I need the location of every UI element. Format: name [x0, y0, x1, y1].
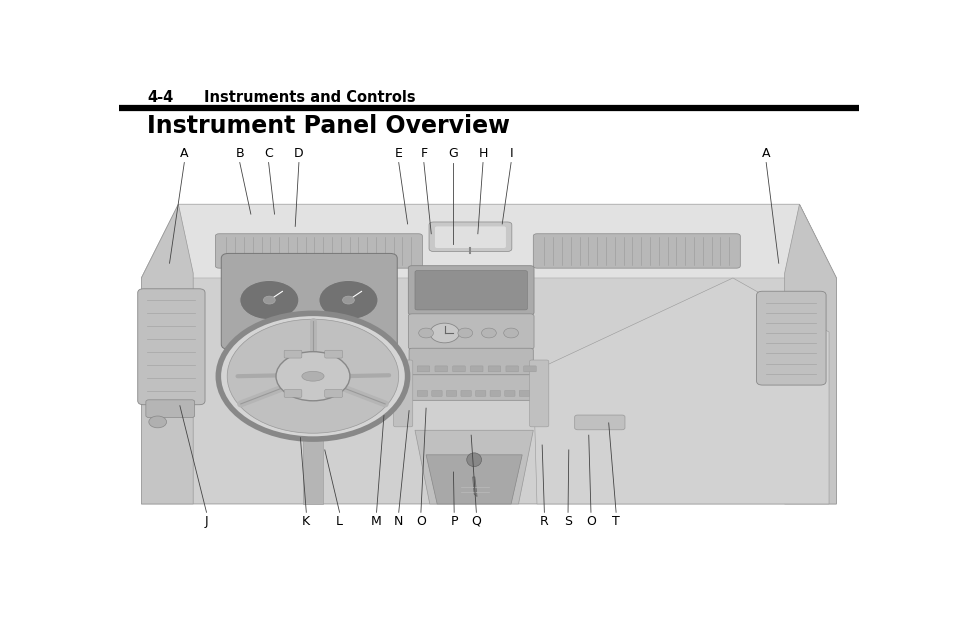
Text: R: R — [539, 515, 548, 528]
Text: J: J — [205, 515, 208, 528]
Text: N: N — [394, 515, 403, 528]
Circle shape — [239, 281, 298, 320]
FancyBboxPatch shape — [523, 366, 536, 372]
Text: L: L — [335, 515, 343, 528]
Text: H: H — [477, 147, 487, 160]
FancyBboxPatch shape — [409, 348, 533, 376]
Text: O: O — [416, 515, 425, 528]
Circle shape — [263, 296, 275, 304]
Text: S: S — [563, 515, 572, 528]
FancyBboxPatch shape — [432, 390, 441, 396]
Circle shape — [218, 313, 407, 439]
FancyBboxPatch shape — [408, 265, 534, 315]
FancyBboxPatch shape — [408, 314, 534, 349]
FancyBboxPatch shape — [475, 390, 485, 396]
FancyBboxPatch shape — [415, 271, 527, 310]
Circle shape — [457, 328, 472, 338]
Circle shape — [318, 281, 377, 320]
FancyBboxPatch shape — [324, 389, 342, 397]
FancyBboxPatch shape — [574, 415, 624, 430]
Polygon shape — [141, 204, 836, 504]
Text: M: M — [371, 515, 381, 528]
Ellipse shape — [301, 371, 324, 381]
FancyBboxPatch shape — [529, 360, 548, 427]
Text: B: B — [235, 147, 244, 160]
Text: 4-4: 4-4 — [147, 90, 173, 105]
Circle shape — [149, 416, 167, 428]
Text: A: A — [180, 147, 189, 160]
Polygon shape — [141, 204, 836, 278]
Text: A: A — [761, 147, 770, 160]
Polygon shape — [426, 455, 521, 504]
FancyBboxPatch shape — [215, 234, 422, 268]
Circle shape — [481, 328, 496, 338]
FancyBboxPatch shape — [460, 390, 471, 396]
Text: D: D — [294, 147, 303, 160]
Polygon shape — [533, 278, 828, 504]
Polygon shape — [472, 477, 476, 496]
Circle shape — [503, 328, 518, 338]
FancyBboxPatch shape — [394, 360, 413, 427]
FancyBboxPatch shape — [146, 400, 194, 417]
FancyBboxPatch shape — [435, 226, 505, 248]
FancyBboxPatch shape — [453, 366, 465, 372]
Text: Instruments and Controls: Instruments and Controls — [204, 90, 416, 105]
FancyBboxPatch shape — [446, 390, 456, 396]
FancyBboxPatch shape — [284, 350, 301, 358]
Circle shape — [418, 328, 433, 338]
FancyBboxPatch shape — [504, 390, 515, 396]
Text: T: T — [612, 515, 619, 528]
FancyBboxPatch shape — [505, 366, 518, 372]
Text: P: P — [450, 515, 457, 528]
FancyBboxPatch shape — [324, 350, 342, 358]
Text: I: I — [509, 147, 513, 160]
FancyBboxPatch shape — [435, 366, 447, 372]
FancyBboxPatch shape — [488, 366, 500, 372]
Text: G: G — [448, 147, 457, 160]
Text: C: C — [264, 147, 273, 160]
FancyBboxPatch shape — [416, 366, 429, 372]
Circle shape — [429, 323, 459, 343]
Bar — [140, 152, 837, 511]
FancyBboxPatch shape — [429, 222, 512, 251]
FancyBboxPatch shape — [284, 389, 301, 397]
Text: Q: Q — [471, 515, 481, 528]
FancyBboxPatch shape — [221, 253, 396, 349]
Polygon shape — [141, 204, 193, 504]
Polygon shape — [415, 430, 533, 504]
FancyBboxPatch shape — [470, 366, 482, 372]
FancyBboxPatch shape — [409, 375, 533, 400]
Text: E: E — [395, 147, 402, 160]
Polygon shape — [783, 204, 836, 504]
Text: Instrument Panel Overview: Instrument Panel Overview — [147, 114, 510, 138]
Circle shape — [342, 296, 354, 304]
FancyBboxPatch shape — [533, 234, 740, 268]
Circle shape — [227, 319, 398, 433]
FancyBboxPatch shape — [756, 291, 825, 385]
Bar — [302, 396, 323, 504]
FancyBboxPatch shape — [518, 390, 529, 396]
FancyBboxPatch shape — [137, 289, 205, 404]
Ellipse shape — [466, 453, 481, 466]
Text: O: O — [585, 515, 596, 528]
Text: K: K — [302, 515, 310, 528]
FancyBboxPatch shape — [490, 390, 500, 396]
FancyBboxPatch shape — [416, 390, 427, 396]
Circle shape — [275, 352, 350, 401]
Text: F: F — [420, 147, 427, 160]
